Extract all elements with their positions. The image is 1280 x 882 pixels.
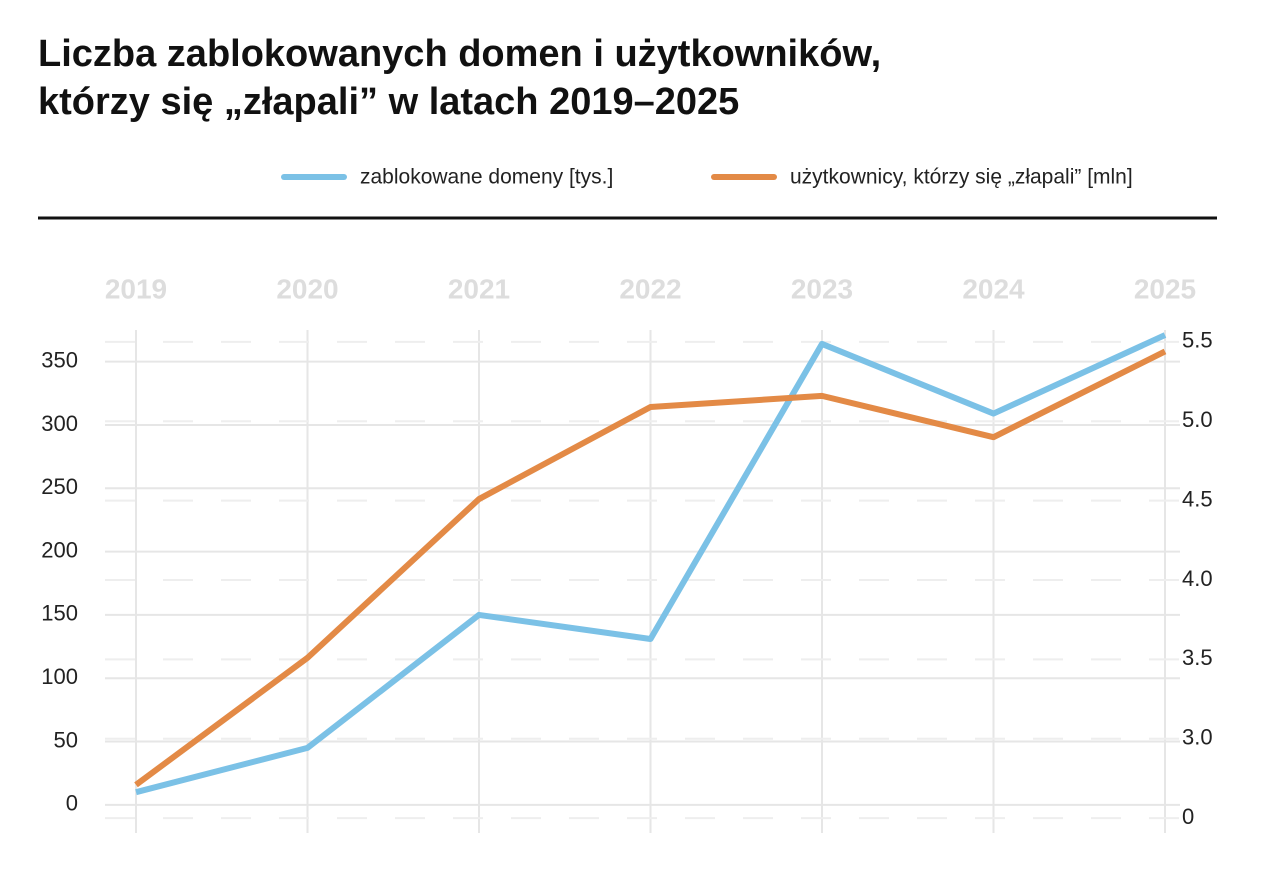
y2-tick-label: 3.0 [1182, 725, 1213, 750]
y-tick-label: 250 [41, 474, 78, 499]
line-series [135, 332, 1167, 796]
x-tick-label: 2022 [619, 273, 681, 304]
x-tick-label: 2025 [1134, 273, 1196, 304]
y2-tick-label: 5.0 [1182, 407, 1213, 432]
y2-tick-label: 5.5 [1182, 328, 1213, 353]
y-tick-label: 0 [66, 791, 78, 816]
y2-tick-label: 4.0 [1182, 566, 1213, 591]
x-tick-label: 2021 [448, 273, 510, 304]
y-tick-label: 300 [41, 411, 78, 436]
y-tick-label: 50 [54, 727, 78, 752]
legend-label: użytkownicy, którzy się „złapali” [mln] [790, 166, 1133, 189]
y-tick-label: 350 [41, 347, 78, 372]
y-tick-label: 150 [41, 601, 78, 626]
y-tick-label: 200 [41, 537, 78, 562]
chart-subtitle: którzy się „złapali” w latach 2019–2025 [38, 81, 739, 123]
y2-tick-label: 3.5 [1182, 645, 1213, 670]
legend-label: zablokowane domeny [tys.] [360, 166, 613, 189]
chart-title: Liczba zablokowanych domen i użytkownikó… [38, 33, 881, 75]
x-tick-label: 2023 [791, 273, 853, 304]
x-tick-label: 2020 [276, 273, 338, 304]
y-tick-label: 100 [41, 664, 78, 689]
x-tick-label: 2024 [962, 273, 1025, 304]
line-series [134, 348, 1167, 788]
x-tick-label: 2019 [105, 273, 167, 304]
y2-tick-label: 4.5 [1182, 486, 1213, 511]
y2-tick-label: 0 [1182, 804, 1194, 829]
